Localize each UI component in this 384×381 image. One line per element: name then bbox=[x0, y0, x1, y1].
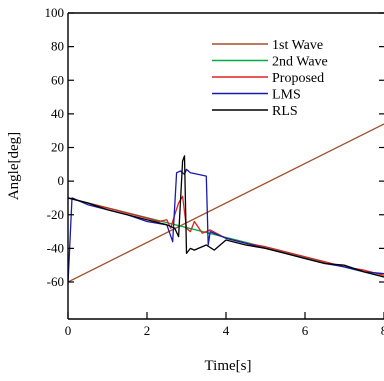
x-tick-label: 0 bbox=[65, 323, 72, 338]
y-tick-label: -20 bbox=[47, 207, 64, 222]
x-tick-label: 4 bbox=[223, 323, 230, 338]
y-tick-label: 0 bbox=[58, 173, 65, 188]
series-line-rls bbox=[68, 155, 384, 278]
x-tick-label: 6 bbox=[302, 323, 309, 338]
legend-label-lms: LMS bbox=[272, 88, 301, 103]
legend-label-2nd-wave: 2nd Wave bbox=[272, 55, 328, 70]
x-tick-label: 2 bbox=[144, 323, 151, 338]
x-axis-label: Time[s] bbox=[205, 358, 252, 374]
y-tick-label: 40 bbox=[51, 106, 64, 121]
legend-label-rls: RLS bbox=[272, 104, 298, 119]
series-line-proposed bbox=[68, 195, 384, 276]
y-tick-label: 100 bbox=[45, 5, 65, 20]
y-tick-label: -40 bbox=[47, 240, 64, 255]
legend-label-proposed: Proposed bbox=[272, 71, 324, 86]
plot-area bbox=[68, 123, 384, 284]
series-line-lms bbox=[68, 168, 384, 284]
y-tick-label: 20 bbox=[51, 140, 64, 155]
y-tick-label: 60 bbox=[51, 72, 64, 87]
y-tick-label: 80 bbox=[51, 39, 64, 54]
legend-label-1st-wave: 1st Wave bbox=[272, 38, 323, 53]
y-tick-label: -60 bbox=[47, 274, 64, 289]
series-line-1st-wave bbox=[68, 123, 384, 283]
axis-ticks: 0 2 4 6 8 -60 -40 -20 0 20 40 60 80 100 bbox=[45, 5, 384, 338]
y-axis-label: Angle[deg] bbox=[6, 132, 22, 200]
x-tick-label: 8 bbox=[381, 323, 384, 338]
